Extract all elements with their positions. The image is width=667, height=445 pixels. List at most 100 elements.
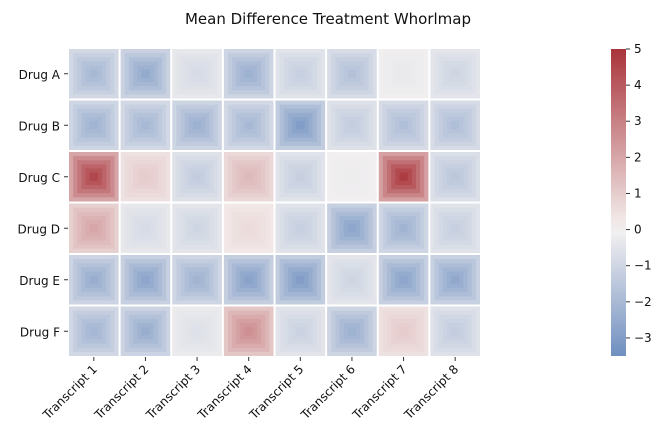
heatmap-cell <box>172 203 222 253</box>
cell-whorl-layer <box>451 224 460 233</box>
heatmap-cell <box>430 203 480 253</box>
colorbar <box>611 49 626 356</box>
cell-whorl-layer <box>244 327 253 336</box>
heatmap-cell <box>378 49 429 99</box>
colorbar-tick-label: −2 <box>634 295 652 309</box>
cell-whorl-layer <box>451 327 460 336</box>
y-tick-label: Drug B <box>19 119 60 133</box>
y-tick-label: Drug C <box>18 171 60 185</box>
cell-whorl-layer <box>141 327 150 336</box>
heatmap-cell <box>378 306 429 356</box>
cell-whorl-layer <box>141 172 150 181</box>
y-tick-label: Drug E <box>19 274 60 288</box>
cell-whorl-layer <box>451 121 460 130</box>
cell-whorl-layer <box>89 172 98 181</box>
heatmap-cell <box>120 100 171 150</box>
colorbar-tick-label: 2 <box>634 150 642 164</box>
cell-whorl-layer <box>244 69 253 78</box>
heatmap-cell <box>172 49 222 99</box>
cell-whorl-layer <box>347 121 357 130</box>
cell-whorl-layer <box>141 275 150 284</box>
x-tick-label: Transcript 7 <box>349 362 409 422</box>
cell-whorl-layer <box>192 69 202 78</box>
cell-whorl-layer <box>192 172 202 181</box>
heatmap-cell <box>378 203 429 253</box>
cell-whorl-layer <box>244 224 253 233</box>
y-tick-label: Drug D <box>18 222 60 236</box>
heatmap-cell <box>327 100 377 150</box>
heatmap-cell <box>120 203 171 253</box>
cell-whorl-layer <box>296 327 305 336</box>
x-tick-label: Transcript 5 <box>246 362 306 422</box>
y-tick-label: Drug A <box>19 68 61 82</box>
heatmap-cell <box>430 49 480 99</box>
cell-whorl-layer <box>244 275 253 284</box>
heatmap-cell <box>172 306 222 356</box>
heatmap-cell <box>275 152 326 202</box>
heatmap-cell <box>69 306 119 356</box>
x-tick-label: Transcript 2 <box>91 362 151 422</box>
cell-whorl-layer <box>296 121 305 130</box>
cell-whorl-layer <box>347 172 357 181</box>
heatmap-cell <box>430 100 480 150</box>
heatmap-cell <box>120 49 171 99</box>
heatmap-cell <box>120 306 171 356</box>
heatmap-cell <box>223 255 274 305</box>
heatmap-cell <box>275 100 326 150</box>
cell-whorl-layer <box>451 69 460 78</box>
cell-whorl-layer <box>89 69 98 78</box>
cell-whorl-layer <box>89 224 98 233</box>
cell-whorl-layer <box>89 327 98 336</box>
heatmap-cell <box>172 255 222 305</box>
heatmap-cell <box>275 306 326 356</box>
chart-title: Mean Difference Treatment Whorlmap <box>185 10 471 28</box>
cell-whorl-layer <box>347 275 357 284</box>
cell-whorl-layer <box>296 224 305 233</box>
heatmap-cell <box>327 49 377 99</box>
colorbar-tick-label: 5 <box>634 42 642 56</box>
cell-whorl-layer <box>451 275 460 284</box>
heatmap-cell <box>69 152 119 202</box>
heatmap-cell <box>275 203 326 253</box>
colorbar-tick-label: 3 <box>634 114 642 128</box>
x-tick-label: Transcript 4 <box>194 362 254 422</box>
heatmap-cell <box>327 306 377 356</box>
heatmap-cell <box>172 100 222 150</box>
cell-whorl-layer <box>141 69 150 78</box>
cell-whorl-layer <box>347 327 357 336</box>
cell-whorl-layer <box>141 121 150 130</box>
cell-whorl-layer <box>192 121 202 130</box>
heatmap-cell <box>378 255 429 305</box>
cell-whorl-layer <box>399 275 408 284</box>
heatmap-cell <box>69 49 119 99</box>
cell-whorl-layer <box>399 327 408 336</box>
cell-whorl-layer <box>141 224 150 233</box>
colorbar-tick-label: 1 <box>634 186 642 200</box>
x-tick-label: Transcript 3 <box>143 362 203 422</box>
cell-whorl-layer <box>347 69 357 78</box>
heatmap-cell <box>120 255 171 305</box>
x-tick-label: Transcript 6 <box>298 362 358 422</box>
cell-whorl-layer <box>399 69 408 78</box>
x-tick-label: Transcript 8 <box>401 362 461 422</box>
heatmap-cell <box>378 152 429 202</box>
cell-whorl-layer <box>296 172 305 181</box>
x-tick-label: Transcript 1 <box>40 362 100 422</box>
cell-whorl-layer <box>192 327 202 336</box>
heatmap-cell <box>120 152 171 202</box>
cell-whorl-layer <box>399 172 408 181</box>
cell-whorl-layer <box>399 224 408 233</box>
heatmap-cell <box>327 152 377 202</box>
heatmap-cell <box>223 49 274 99</box>
heatmap-cell <box>69 203 119 253</box>
heatmap-cell <box>223 306 274 356</box>
colorbar-tick-label: 0 <box>634 223 642 237</box>
cell-whorl-layer <box>244 172 253 181</box>
colorbar-tick-label: −1 <box>634 259 652 273</box>
heatmap-cell <box>223 152 274 202</box>
colorbar-tick-label: −3 <box>634 331 652 345</box>
heatmap-cell <box>430 306 480 356</box>
y-tick-label: Drug F <box>20 325 60 339</box>
heatmap-cell <box>223 203 274 253</box>
